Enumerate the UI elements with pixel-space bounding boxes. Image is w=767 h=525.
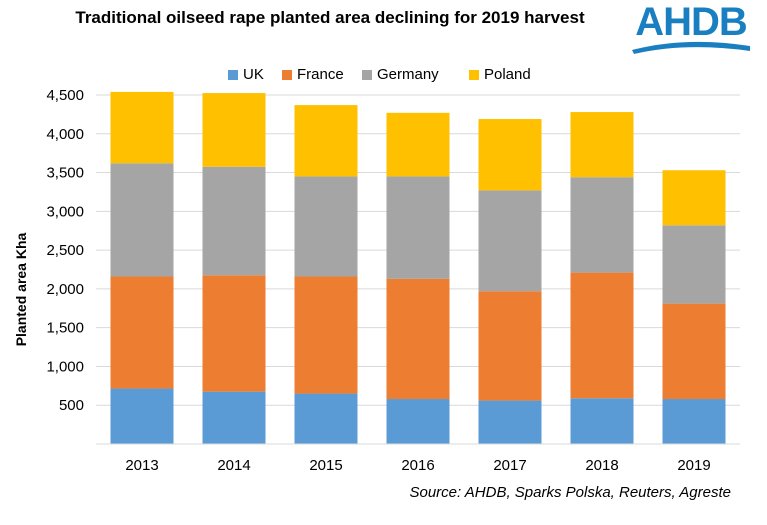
bar-segment-poland-2013	[110, 91, 174, 164]
x-tick-label: 2019	[677, 457, 710, 474]
bar-segment-france-2015	[294, 276, 358, 394]
bar-segment-germany-2016	[386, 176, 450, 279]
x-tick-label: 2016	[401, 457, 434, 474]
bar-segment-poland-2017	[478, 119, 542, 191]
y-axis-label: Planted area Kha	[13, 232, 29, 346]
bar-segment-germany-2019	[662, 225, 726, 304]
bar-segment-uk-2019	[662, 399, 726, 444]
legend-swatch-uk	[228, 70, 238, 80]
ahdb-logo: AHDB	[626, 0, 756, 60]
x-tick-label: 2014	[217, 457, 250, 474]
legend-swatch-france	[282, 70, 292, 80]
bar-segment-france-2014	[202, 275, 266, 392]
y-tick-label: 3,000	[46, 203, 84, 220]
x-tick-label: 2013	[125, 457, 158, 474]
bar-segment-poland-2015	[294, 105, 358, 177]
bar-segment-poland-2019	[662, 170, 726, 226]
chart-legend: UK France Germany Poland	[0, 66, 767, 84]
bar-segment-uk-2014	[202, 391, 266, 444]
x-tick-label: 2017	[493, 457, 526, 474]
bar-segment-uk-2016	[386, 399, 450, 444]
y-tick-label: 2,500	[46, 242, 84, 259]
bar-segment-france-2017	[478, 291, 542, 401]
legend-label-uk: UK	[243, 66, 264, 83]
bar-segment-france-2013	[110, 276, 174, 389]
y-tick-label: 4,500	[46, 87, 84, 104]
logo-text: AHDB	[635, 0, 748, 44]
logo-swoosh-icon	[632, 41, 750, 54]
y-axis-ticks: 500 1,000 1,500 2,000 2,500 3,000 3,500 4,000 4,…	[46, 87, 84, 414]
bar-segment-france-2019	[662, 303, 726, 400]
bar-segment-poland-2014	[202, 93, 266, 167]
y-tick-label: 3,500	[46, 165, 84, 182]
bars	[110, 91, 726, 444]
y-tick-label: 500	[59, 397, 84, 414]
bar-segment-poland-2018	[570, 112, 634, 178]
x-tick-label: 2015	[309, 457, 342, 474]
legend-label-poland: Poland	[484, 66, 531, 83]
legend-label-france: France	[297, 66, 344, 83]
chart-title: Traditional oilseed rape planted area de…	[75, 8, 585, 27]
bar-segment-germany-2014	[202, 166, 266, 276]
bar-segment-uk-2013	[110, 388, 174, 444]
legend-swatch-poland	[469, 70, 479, 80]
bar-segment-germany-2013	[110, 163, 174, 277]
y-tick-label: 2,000	[46, 281, 84, 298]
source-note: Source: AHDB, Sparks Polska, Reuters, Ag…	[409, 484, 731, 501]
bar-segment-france-2016	[386, 278, 450, 400]
bar-segment-germany-2017	[478, 190, 542, 292]
bar-segment-germany-2018	[570, 177, 634, 273]
y-tick-label: 1,500	[46, 320, 84, 337]
x-tick-label: 2018	[585, 457, 618, 474]
bar-segment-france-2018	[570, 272, 634, 399]
bar-segment-poland-2016	[386, 112, 450, 177]
legend-swatch-germany	[362, 70, 372, 80]
y-tick-label: 4,000	[46, 126, 84, 143]
y-tick-label: 1,000	[46, 358, 84, 375]
bar-segment-uk-2018	[570, 398, 634, 444]
bar-segment-uk-2017	[478, 400, 542, 444]
x-axis-ticks: 2013 2014 2015 2016 2017 2018 2019	[125, 457, 710, 474]
legend-label-germany: Germany	[377, 66, 439, 83]
bar-segment-uk-2015	[294, 393, 358, 444]
bar-segment-germany-2015	[294, 176, 358, 277]
